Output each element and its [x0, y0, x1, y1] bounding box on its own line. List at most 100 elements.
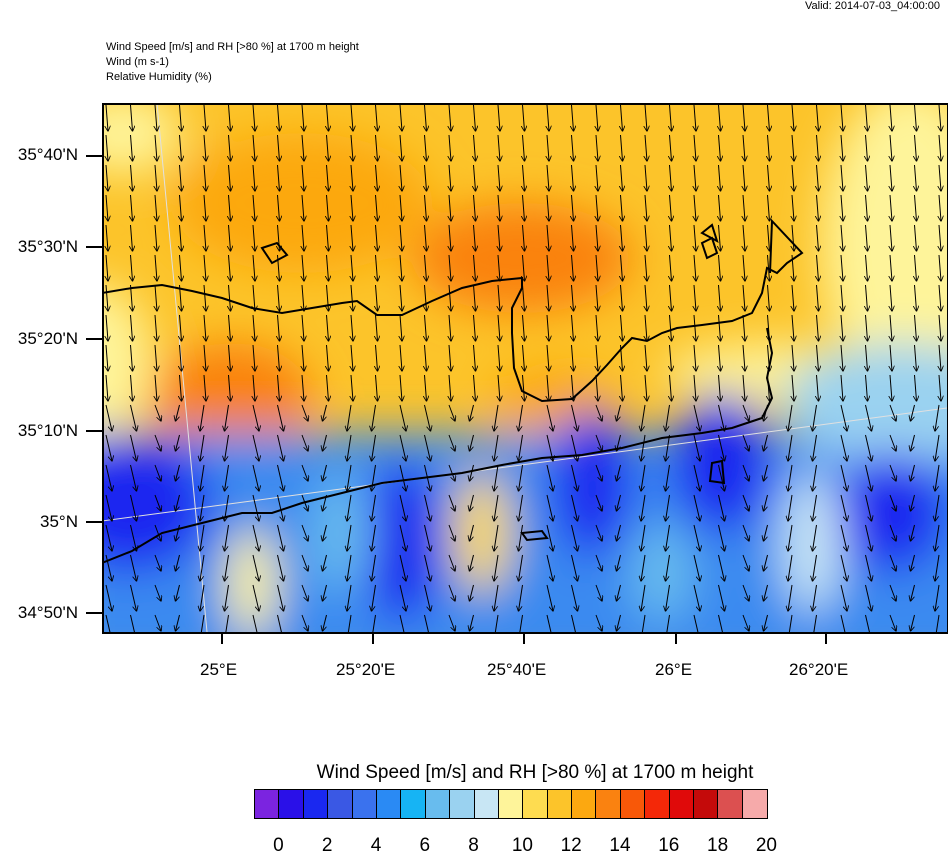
- wind-arrow: [399, 434, 406, 461]
- lat-label-35-30: 35°30'N: [17, 237, 78, 256]
- wind-arrow: [911, 404, 915, 421]
- wind-arrow: [494, 524, 499, 551]
- wind-arrow: [154, 434, 161, 451]
- wind-arrow: [229, 344, 231, 371]
- wind-arrow: [498, 164, 500, 191]
- wind-arrow: [572, 104, 574, 131]
- wind-arrow: [595, 584, 602, 601]
- wind-arrow: [890, 194, 892, 221]
- wind-arrow: [372, 554, 376, 581]
- colorbar-cell: [279, 790, 304, 818]
- wind-arrow: [449, 224, 451, 251]
- wind-arrow: [229, 284, 231, 311]
- wind-arrow: [474, 104, 476, 131]
- wind-arrow: [523, 314, 525, 341]
- wind-arrow: [474, 254, 476, 281]
- wind-arrow: [302, 134, 304, 161]
- wind-arrow: [841, 104, 843, 131]
- wind-arrow: [425, 194, 427, 221]
- wind-arrow: [889, 494, 896, 511]
- wind-arrow: [742, 494, 749, 511]
- wind-arrow: [278, 134, 280, 161]
- wind-arrow: [253, 134, 255, 161]
- wind-arrow: [935, 494, 940, 521]
- wind-arrow: [448, 584, 455, 601]
- wind-arrow: [253, 104, 255, 131]
- wind-arrow: [939, 224, 941, 251]
- wind-arrow: [742, 614, 749, 631]
- wind-arrow: [131, 134, 133, 161]
- wind-arrow: [400, 164, 402, 191]
- wind-arrow: [742, 524, 749, 541]
- wind-arrow: [131, 344, 133, 371]
- wind-arrow: [347, 464, 352, 491]
- wind-arrow: [670, 344, 672, 371]
- wind-arrow: [719, 374, 721, 401]
- wind-arrow: [425, 164, 427, 191]
- wind-arrow: [225, 584, 229, 611]
- wind-arrow: [130, 404, 137, 431]
- wind-arrow: [595, 434, 602, 451]
- wind-arrow: [200, 434, 205, 461]
- wind-arrow: [278, 194, 280, 221]
- lon-tick: [372, 632, 374, 644]
- wind-arrow: [890, 284, 892, 311]
- wind-arrow: [424, 524, 431, 551]
- wind-arrow: [939, 314, 941, 341]
- wind-arrow: [547, 344, 549, 371]
- wind-arrow: [225, 434, 229, 461]
- wind-arrow: [596, 224, 598, 251]
- wind-arrow: [448, 524, 455, 541]
- wind-arrow: [523, 104, 525, 131]
- wind-arrow: [180, 224, 182, 251]
- wind-arrow: [694, 164, 696, 191]
- wind-arrow: [351, 344, 353, 371]
- wind-arrow: [743, 194, 745, 221]
- wind-arrow: [890, 374, 892, 401]
- wind-arrow: [666, 524, 670, 551]
- wind-arrow: [694, 344, 696, 371]
- wind-arrow: [494, 464, 499, 491]
- wind-arrow: [376, 194, 378, 221]
- wind-arrow: [327, 224, 329, 251]
- colorbar-label: 16: [658, 835, 680, 856]
- wind-arrow: [666, 434, 670, 461]
- plot-subtitle-wind: Wind (m s-1): [106, 56, 169, 68]
- wind-arrow: [546, 614, 552, 632]
- wind-arrow: [155, 344, 157, 371]
- colorbar-cell: [596, 790, 621, 818]
- valid-time: Valid: 2014-07-03_04:00:00: [805, 0, 940, 12]
- wind-arrow: [792, 224, 794, 251]
- wind-arrow: [693, 524, 700, 551]
- wind-arrow: [915, 164, 917, 191]
- lon-label-25-20e: 25°20'E: [336, 660, 396, 679]
- wind-arrow: [351, 134, 353, 161]
- wind-arrow: [327, 164, 329, 191]
- wind-arrow: [253, 344, 255, 371]
- lon-tick: [523, 632, 525, 644]
- wind-arrow: [841, 284, 843, 311]
- lon-label-26-20e: 26°20'E: [789, 660, 849, 679]
- wind-arrow: [743, 314, 745, 341]
- wind-arrow: [547, 284, 549, 311]
- wind-arrow: [547, 134, 549, 161]
- wind-arrow: [641, 494, 646, 521]
- wind-arrow: [200, 614, 205, 632]
- wind-arrow: [621, 164, 623, 191]
- wind-arrow: [788, 404, 793, 431]
- colorbar-cell: [645, 790, 670, 818]
- lon-tick: [221, 632, 223, 644]
- wind-arrow: [180, 314, 182, 341]
- wind-arrow: [743, 374, 745, 401]
- colorbar-cell: [474, 790, 499, 818]
- wind-arrow: [742, 554, 749, 571]
- wind-arrow: [693, 464, 700, 491]
- wind-arrow: [106, 344, 108, 371]
- wind-arrow: [911, 464, 915, 481]
- wind-arrow: [719, 164, 721, 191]
- wind-arrow: [865, 464, 872, 491]
- wind-arrow: [399, 464, 406, 491]
- wind-arrow: [351, 374, 353, 401]
- wind-arrow: [449, 134, 451, 161]
- wind-arrow: [641, 614, 646, 632]
